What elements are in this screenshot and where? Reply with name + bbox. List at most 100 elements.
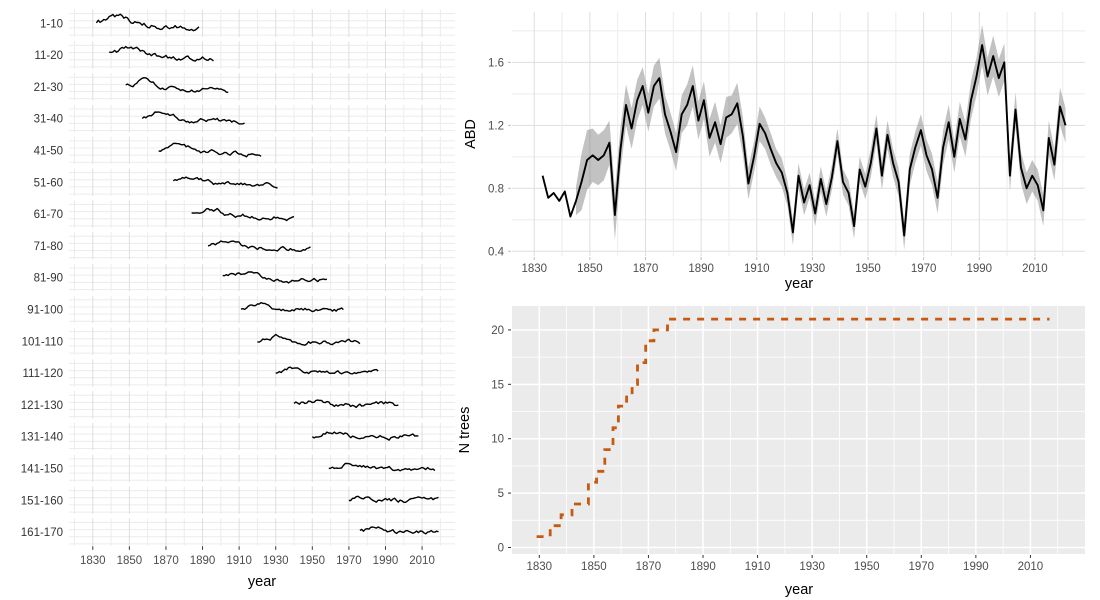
facet-panel [69, 486, 455, 514]
facet-label: 81-90 [34, 273, 63, 285]
facet-label: 131-140 [21, 432, 63, 444]
facet-label: 11-20 [34, 50, 63, 62]
ring-series-line [109, 45, 214, 62]
x-tick-label: 1890 [190, 555, 216, 567]
facet-label: 161-170 [21, 527, 63, 539]
facet-label: 141-150 [21, 463, 63, 475]
facet-label: 91-100 [27, 304, 63, 316]
abd-plot-group: 0.4 0.8 1.2 1.6 1830 1850 1870 1890 1910 1930 1950… [488, 12, 1085, 275]
facet-panels-group: 1-10 11-20 21-30 31-40 41-50 51-60 61-70 71-80 8… [21, 9, 455, 567]
facet-panel [69, 136, 455, 165]
x-tick-label: 1990 [963, 561, 989, 573]
ring-series-line [191, 207, 295, 222]
facet-panel [69, 359, 455, 387]
facet-label: 101-110 [22, 336, 63, 348]
x-tick-label: 1870 [636, 561, 662, 573]
x-tick-label: 1950 [854, 561, 880, 573]
ring-cohort-facet-chart: 1-10 11-20 21-30 31-40 41-50 51-60 61-70 71-80 8… [21, 9, 455, 590]
ring-series-line [95, 13, 200, 32]
abd-y-axis-title: ABD [463, 119, 479, 149]
facet-panel [69, 391, 455, 419]
ring-series-line [359, 526, 439, 535]
x-tick-label: 1870 [153, 555, 179, 567]
x-tick-label: 2010 [1022, 263, 1048, 275]
x-tick-label: 1970 [336, 555, 362, 567]
x-tick-label: 2010 [1018, 561, 1044, 573]
facet-panel [69, 232, 455, 260]
ring-series-line [240, 301, 344, 313]
facet-panel [69, 41, 455, 69]
x-tick-label: 1930 [263, 555, 289, 567]
x-tick-label: 1910 [226, 555, 252, 567]
facet-label: 71-80 [34, 241, 63, 253]
y-tick-label: 0.8 [488, 183, 504, 195]
facet-panel [69, 168, 455, 196]
y-tick-label: 5 [498, 488, 504, 500]
y-tick-label: 1.6 [488, 57, 504, 69]
ring-series-line [348, 495, 439, 503]
x-tick-label: 1830 [80, 555, 106, 567]
x-tick-label: 1830 [526, 561, 552, 573]
x-tick-label: 1930 [799, 561, 825, 573]
x-tick-label: 1930 [800, 263, 826, 275]
facet-panel [69, 263, 455, 292]
facet-panel [69, 73, 455, 101]
x-tick-label: 1850 [581, 561, 607, 573]
x-tick-label: 1890 [688, 263, 714, 275]
abd-confidence-ribbon [576, 24, 1066, 250]
abd-x-axis-title: year [785, 276, 813, 292]
ring-series-line [172, 176, 278, 189]
x-tick-label: 1890 [690, 561, 716, 573]
x-tick-label: 1830 [521, 263, 547, 275]
facet-panel [69, 518, 455, 546]
n-trees-step-chart: 0 5 10 15 20 1830 1850 1870 1890 1910 1930 1950 1970… [457, 306, 1085, 598]
x-tick-label: 1950 [300, 555, 326, 567]
facet-label: 151-160 [21, 495, 63, 507]
facet-panel [69, 9, 455, 37]
x-tick-label: 1910 [745, 561, 771, 573]
facet-label: 111-120 [23, 368, 64, 380]
x-tick-label: 1910 [744, 263, 770, 275]
abd-mean-line [541, 44, 1067, 237]
facet-label: 1-10 [40, 18, 63, 30]
ring-series-line [158, 142, 262, 158]
n-trees-x-axis-title: year [785, 582, 813, 598]
ring-series-line [328, 462, 436, 472]
x-tick-label: 1990 [373, 555, 399, 567]
y-tick-label: 20 [491, 325, 504, 337]
ring-series-line [311, 431, 419, 441]
y-tick-label: 10 [491, 434, 504, 446]
x-tick-label: 1970 [908, 561, 934, 573]
facet-panel [69, 104, 455, 133]
gray-panel-background [512, 306, 1085, 554]
facet-panel [69, 327, 455, 355]
x-tick-label: 2010 [409, 555, 435, 567]
facet-panel [69, 200, 455, 228]
facet-label: 121-130 [21, 400, 63, 412]
abd-line-chart: 0.4 0.8 1.2 1.6 1830 1850 1870 1890 1910 1930 1950… [463, 12, 1085, 292]
ring-series-line [275, 366, 379, 375]
facet-label: 21-30 [34, 82, 63, 94]
facet-label: 51-60 [34, 177, 63, 189]
facet-panel [69, 422, 455, 451]
ring-series-line [293, 399, 399, 409]
y-tick-label: 0 [498, 542, 504, 554]
ring-series-line [125, 76, 229, 94]
ring-series-line [141, 111, 245, 125]
y-tick-label: 1.2 [488, 120, 504, 132]
x-tick-label: 1990 [967, 263, 993, 275]
x-tick-label: 1970 [911, 263, 937, 275]
x-tick-label: 1950 [855, 263, 881, 275]
ring-series-line [222, 271, 328, 284]
n-trees-plot-group: 0 5 10 15 20 1830 1850 1870 1890 1910 1930 1950 1970… [491, 306, 1085, 573]
facet-panel [69, 454, 455, 483]
facet-label: 31-40 [34, 114, 63, 126]
n-trees-step-line [536, 317, 1050, 538]
x-tick-label: 1850 [117, 555, 143, 567]
facet-x-axis-title: year [248, 574, 276, 590]
ring-series-line [257, 333, 361, 346]
facet-panel [69, 295, 455, 324]
y-tick-label: 15 [491, 379, 504, 391]
ring-series-line [207, 240, 311, 253]
